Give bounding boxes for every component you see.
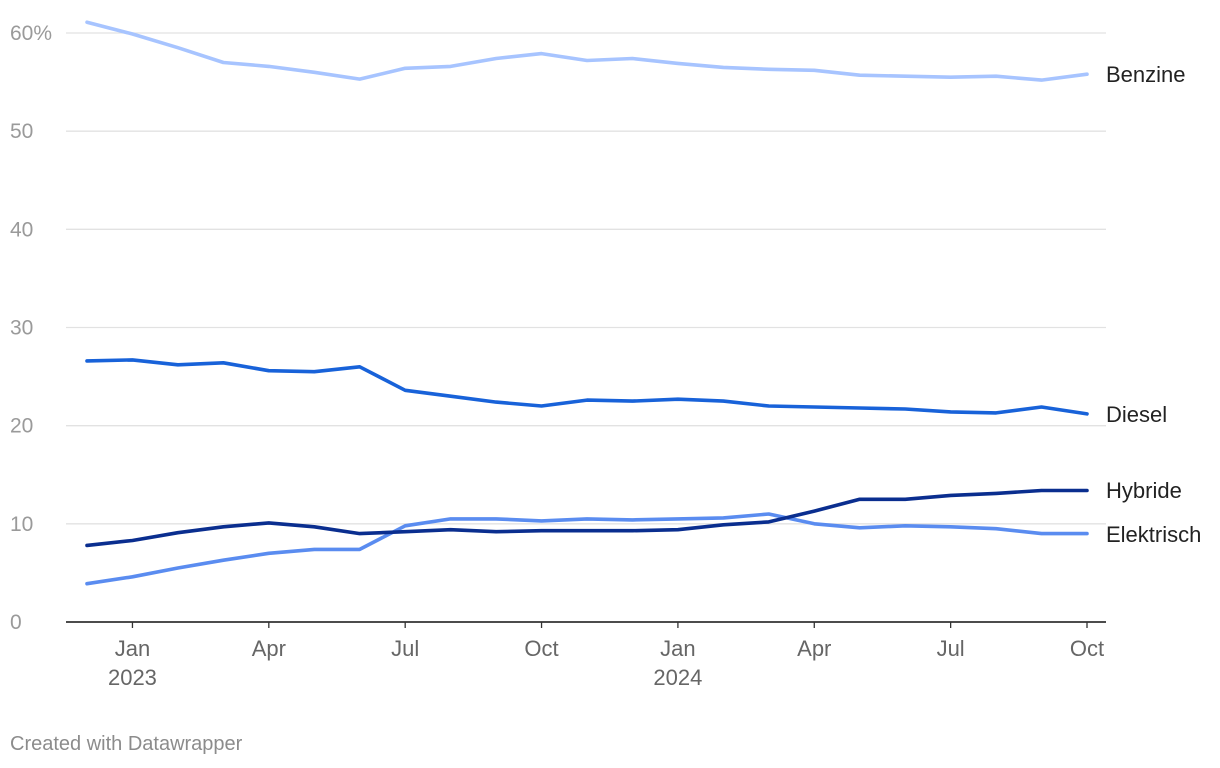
y-tick-label: 0 — [10, 611, 22, 634]
y-tick-label: 20 — [10, 415, 33, 438]
x-tick-label: Oct — [1070, 636, 1104, 661]
x-tick-label: Apr — [252, 636, 286, 661]
gridlines — [66, 32, 1106, 525]
x-tick-label: Jul — [937, 636, 965, 661]
y-tick-label: 50 — [10, 120, 33, 143]
series-line-elektrisch — [85, 512, 1089, 586]
series-line-benzine — [85, 20, 1089, 82]
series-lines — [85, 20, 1089, 586]
y-tick-label: 40 — [10, 218, 33, 241]
axes: 0 10 20 30 40 50 60% Jan 2023 Apr Jul Oct Jan 2024 Apr… — [10, 22, 1106, 690]
y-tick-label: 10 — [10, 513, 33, 536]
series-label-benzine: Benzine — [1106, 62, 1186, 87]
y-tick-label: 60% — [10, 22, 52, 45]
series-label-elektrisch: Elektrisch — [1106, 522, 1201, 547]
x-tick-label: Jul — [391, 636, 419, 661]
x-tick-year-label: 2024 — [653, 665, 702, 690]
x-tick-year-label: 2023 — [108, 665, 157, 690]
series-labels: Benzine Diesel Hybride Elektrisch — [1106, 62, 1201, 547]
x-tick-label: Jan — [660, 636, 695, 661]
y-tick-label: 30 — [10, 317, 33, 340]
series-line-diesel — [85, 358, 1089, 416]
series-label-hybride: Hybride — [1106, 478, 1182, 503]
x-tick-label: Apr — [797, 636, 831, 661]
series-label-diesel: Diesel — [1106, 402, 1167, 427]
series-line-hybride — [85, 488, 1089, 548]
credit-text: Created with Datawrapper — [10, 733, 243, 755]
x-tick-label: Oct — [524, 636, 558, 661]
x-tick-label: Jan — [115, 636, 150, 661]
